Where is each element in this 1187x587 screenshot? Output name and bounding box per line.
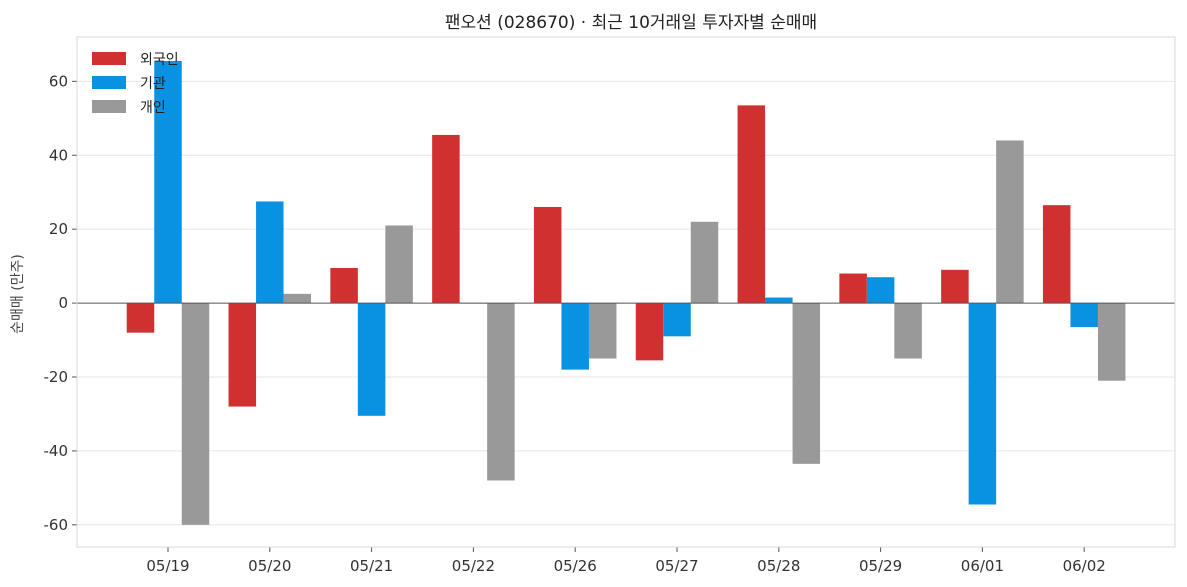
- x-tick-label: 05/19: [146, 557, 189, 575]
- legend-entry: 외국인: [140, 52, 179, 68]
- x-tick-label: 05/21: [350, 557, 393, 575]
- chart-title: 팬오션 (028670) · 최근 10거래일 투자자별 순매매: [445, 13, 817, 33]
- y-tick-label: 60: [49, 72, 68, 90]
- y-tick-label: 20: [49, 220, 68, 238]
- bar-05-29-0: [839, 273, 867, 304]
- x-tick-label: 05/22: [452, 557, 495, 575]
- axes: -60 -40 -20 0 20 40 60 05/19 05/20 05/21 05/22 05/2…: [44, 36, 1176, 575]
- x-tick-label: 06/01: [961, 557, 1004, 575]
- bar-05-29-1: [866, 277, 895, 304]
- bar-05-20-0: [228, 303, 257, 407]
- bar-05-21-2: [385, 225, 413, 304]
- bar-05-28-1: [765, 297, 793, 304]
- y-tick-label: -20: [44, 368, 69, 386]
- bar-06-02-0: [1042, 205, 1071, 304]
- legend-entry: 개인: [140, 100, 166, 116]
- y-tick-label: -60: [44, 516, 69, 534]
- y-tick-label: 0: [58, 294, 68, 312]
- x-tick-label: 05/29: [859, 557, 902, 575]
- x-tick-label: 05/27: [655, 557, 698, 575]
- bar-05-27-0: [635, 303, 664, 361]
- x-tick-label: 05/20: [248, 557, 291, 575]
- y-tick-label: 40: [49, 146, 68, 164]
- bar-06-02-2: [1097, 303, 1126, 381]
- bar-05-22-2: [487, 303, 515, 481]
- legend-entry: 기관: [140, 76, 166, 92]
- bar-05-21-0: [330, 267, 358, 304]
- y-tick-label: -40: [44, 442, 69, 460]
- x-tick-label: 06/02: [1063, 557, 1106, 575]
- bar-05-22-0: [432, 134, 460, 304]
- bar-05-26-1: [561, 303, 589, 370]
- legend-swatch: [92, 52, 126, 65]
- bar-05-27-2: [690, 221, 719, 304]
- plot-frame: [76, 36, 1176, 548]
- bar-06-01-2: [996, 140, 1024, 304]
- bars: [126, 61, 1126, 525]
- bar-05-26-2: [588, 303, 617, 359]
- bar-05-20-2: [283, 293, 312, 304]
- bar-05-20-1: [256, 201, 284, 304]
- bar-06-02-1: [1070, 303, 1098, 328]
- bar-05-19-1: [154, 61, 182, 304]
- bar-05-27-1: [663, 303, 691, 337]
- x-tick-label: 05/28: [757, 557, 800, 575]
- bar-05-26-0: [533, 207, 562, 304]
- bar-05-29-2: [894, 303, 922, 359]
- bar-05-19-0: [126, 303, 155, 333]
- legend-swatch: [92, 100, 126, 113]
- bar-05-28-2: [792, 303, 821, 464]
- bar-06-01-1: [968, 303, 997, 505]
- legend-swatch: [92, 76, 126, 89]
- bar-06-01-0: [941, 269, 969, 304]
- bar-05-19-2: [181, 303, 210, 525]
- y-axis-label: 순매매 (만주): [10, 254, 26, 334]
- bar-05-28-0: [737, 105, 766, 304]
- x-tick-label: 05/26: [554, 557, 597, 575]
- bar-05-21-1: [357, 303, 386, 416]
